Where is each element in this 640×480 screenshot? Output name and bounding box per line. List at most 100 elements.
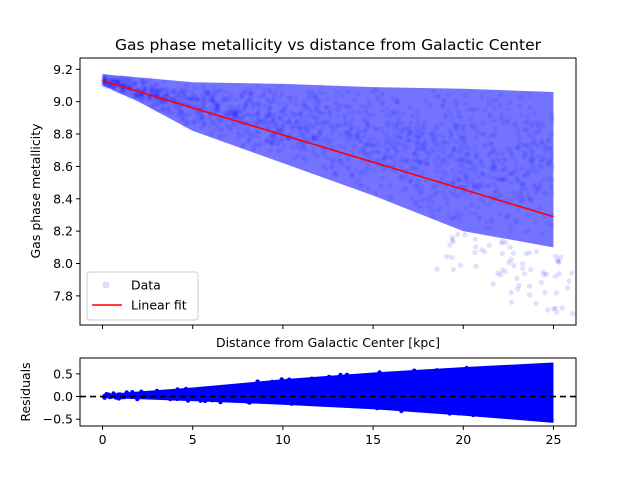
residual-point xyxy=(171,396,176,401)
data-point xyxy=(226,124,232,130)
data-point-outlier xyxy=(553,253,559,259)
data-point xyxy=(192,94,199,100)
data-point xyxy=(504,146,510,152)
data-point xyxy=(312,94,319,100)
data-point xyxy=(305,130,311,136)
data-point xyxy=(221,110,227,116)
data-point xyxy=(435,153,441,159)
data-point xyxy=(316,132,322,138)
data-point xyxy=(519,198,526,204)
data-point xyxy=(418,133,424,139)
residual-point xyxy=(408,403,414,408)
data-point xyxy=(160,104,166,110)
data-point xyxy=(418,158,424,165)
data-point xyxy=(422,119,428,125)
data-point xyxy=(378,156,384,162)
data-point xyxy=(228,106,234,112)
data-point xyxy=(528,160,534,166)
data-point xyxy=(543,191,549,197)
data-point xyxy=(530,120,536,126)
data-point xyxy=(258,119,264,125)
data-point xyxy=(540,141,546,147)
data-point xyxy=(514,195,520,201)
data-point xyxy=(268,141,274,147)
data-point xyxy=(539,231,546,237)
data-point xyxy=(495,176,501,182)
data-point-outlier xyxy=(519,261,526,267)
data-point xyxy=(227,95,233,101)
data-point xyxy=(518,198,524,204)
data-point xyxy=(364,121,370,127)
residual-point xyxy=(539,415,544,420)
linear-fit-line xyxy=(102,79,554,218)
residual-point xyxy=(254,398,260,404)
residual-point xyxy=(331,401,336,406)
data-point xyxy=(472,126,478,132)
data-point xyxy=(178,110,184,116)
data-point xyxy=(267,101,273,107)
data-point xyxy=(164,91,170,97)
data-point xyxy=(264,138,270,144)
data-point xyxy=(400,187,406,193)
data-point xyxy=(460,157,466,163)
data-point xyxy=(234,109,241,115)
data-point xyxy=(179,88,185,95)
data-point xyxy=(274,135,280,142)
data-point xyxy=(451,146,457,152)
data-point xyxy=(116,80,122,86)
data-point xyxy=(548,184,554,190)
data-point xyxy=(277,137,284,143)
data-point-outlier xyxy=(520,265,526,271)
data-point xyxy=(442,97,448,103)
residual-point xyxy=(487,366,492,372)
data-point xyxy=(165,103,171,109)
data-point xyxy=(267,105,273,111)
data-point xyxy=(541,213,547,219)
data-point xyxy=(152,90,158,96)
data-point xyxy=(317,128,323,134)
data-point xyxy=(128,78,134,85)
data-point xyxy=(352,97,358,103)
data-point xyxy=(363,108,369,114)
data-point xyxy=(458,212,464,218)
data-point xyxy=(327,115,333,121)
data-point xyxy=(526,197,533,203)
data-point xyxy=(518,193,525,199)
data-point xyxy=(474,106,480,112)
data-point xyxy=(248,89,254,96)
data-point xyxy=(463,178,469,184)
data-point xyxy=(305,125,311,131)
data-point xyxy=(149,87,155,93)
data-point xyxy=(264,113,270,119)
data-point xyxy=(480,120,486,126)
data-point xyxy=(298,140,304,146)
residual-point xyxy=(177,394,182,399)
data-point xyxy=(131,82,137,89)
data-point xyxy=(422,125,428,131)
data-point xyxy=(306,95,312,101)
residual-point xyxy=(156,390,161,395)
data-point xyxy=(506,100,512,106)
data-point xyxy=(548,146,554,152)
data-point xyxy=(457,192,463,199)
data-point xyxy=(497,211,504,217)
data-point xyxy=(420,146,426,152)
data-point xyxy=(192,98,198,104)
data-point xyxy=(253,101,259,107)
residual-point xyxy=(345,391,350,396)
main-y-tick-label: 9.0 xyxy=(53,94,73,109)
data-point xyxy=(355,91,361,97)
data-point xyxy=(133,80,139,86)
data-point xyxy=(164,91,170,97)
data-point xyxy=(384,105,390,111)
data-point xyxy=(500,117,506,123)
residual-point xyxy=(546,380,551,385)
data-point xyxy=(408,120,414,126)
data-point xyxy=(280,123,286,129)
data-point xyxy=(300,115,306,121)
data-point-outlier xyxy=(449,254,455,260)
data-point xyxy=(411,152,417,158)
data-point xyxy=(406,131,412,137)
data-point xyxy=(405,126,411,133)
data-point xyxy=(450,168,456,174)
